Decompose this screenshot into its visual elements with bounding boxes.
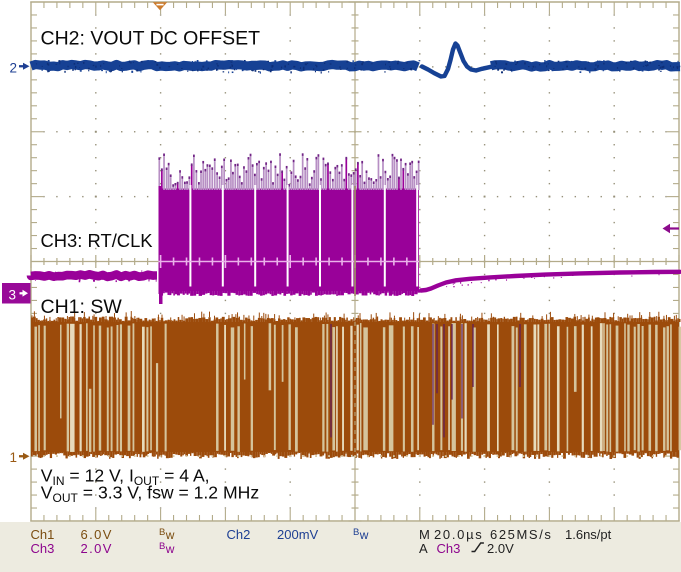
- svg-text:VIN = 12 V, IOUT = 4 A,: VIN = 12 V, IOUT = 4 A,: [41, 466, 210, 489]
- svg-text:CH3: RT/CLK: CH3: RT/CLK: [41, 230, 154, 251]
- svg-text:w: w: [359, 528, 369, 542]
- svg-text:M: M: [419, 527, 430, 542]
- svg-text:w: w: [165, 542, 175, 556]
- svg-text:B: B: [159, 527, 165, 538]
- svg-text:B: B: [159, 541, 165, 552]
- svg-text:Ch3: Ch3: [437, 541, 461, 556]
- svg-text:2: 2: [10, 61, 18, 76]
- svg-text:1.6ns/pt: 1.6ns/pt: [565, 527, 612, 542]
- svg-text:200mV: 200mV: [277, 527, 319, 542]
- svg-text:2.0V: 2.0V: [81, 541, 113, 556]
- svg-text:2.0V: 2.0V: [487, 541, 514, 556]
- svg-text:1: 1: [10, 450, 18, 465]
- svg-text:VOUT = 3.3 V, fsw = 1.2 MHz: VOUT = 3.3 V, fsw = 1.2 MHz: [41, 483, 259, 506]
- svg-text:Ch1: Ch1: [31, 527, 55, 542]
- svg-text:6.0V: 6.0V: [81, 527, 113, 542]
- svg-text:Ch3: Ch3: [31, 541, 55, 556]
- svg-text:CH2: VOUT DC OFFSET: CH2: VOUT DC OFFSET: [41, 28, 261, 50]
- svg-text:w: w: [165, 528, 175, 542]
- svg-text:625MS/s: 625MS/s: [490, 527, 553, 542]
- svg-text:A: A: [419, 541, 428, 556]
- svg-text:CH1: SW: CH1: SW: [41, 296, 123, 318]
- svg-text:20.0µs: 20.0µs: [434, 527, 484, 542]
- svg-text:B: B: [353, 527, 359, 538]
- svg-text:Ch2: Ch2: [227, 527, 251, 542]
- svg-text:3: 3: [9, 288, 17, 303]
